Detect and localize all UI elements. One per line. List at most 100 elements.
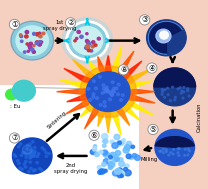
Circle shape <box>107 90 110 93</box>
Polygon shape <box>105 111 111 133</box>
Circle shape <box>33 146 36 149</box>
Text: ④: ④ <box>148 64 155 73</box>
Circle shape <box>39 41 41 43</box>
Polygon shape <box>128 94 155 103</box>
Circle shape <box>23 163 26 165</box>
Circle shape <box>125 170 131 176</box>
Circle shape <box>117 83 120 86</box>
Polygon shape <box>121 61 142 80</box>
Circle shape <box>94 87 97 90</box>
Polygon shape <box>111 46 122 74</box>
Circle shape <box>39 35 42 38</box>
Polygon shape <box>66 99 91 114</box>
Circle shape <box>101 92 104 94</box>
Circle shape <box>174 96 176 98</box>
Circle shape <box>177 148 179 149</box>
Circle shape <box>29 157 31 159</box>
Circle shape <box>18 162 20 164</box>
Circle shape <box>123 147 129 153</box>
Circle shape <box>101 150 104 153</box>
Circle shape <box>114 156 119 161</box>
Polygon shape <box>111 110 121 135</box>
Circle shape <box>187 88 189 90</box>
Circle shape <box>45 155 48 157</box>
Circle shape <box>115 151 121 156</box>
Circle shape <box>104 169 107 172</box>
Circle shape <box>121 94 124 96</box>
Circle shape <box>108 166 113 170</box>
Circle shape <box>165 151 167 153</box>
Circle shape <box>33 45 35 47</box>
Circle shape <box>42 32 45 35</box>
Circle shape <box>24 153 27 155</box>
Circle shape <box>97 37 100 40</box>
Circle shape <box>164 89 166 91</box>
Text: ③: ③ <box>141 15 148 24</box>
Circle shape <box>98 76 101 78</box>
Circle shape <box>131 145 135 148</box>
Circle shape <box>29 42 32 45</box>
Circle shape <box>96 97 99 99</box>
Circle shape <box>119 158 123 162</box>
Circle shape <box>85 45 88 48</box>
Circle shape <box>125 147 130 150</box>
Circle shape <box>21 168 23 170</box>
Circle shape <box>172 153 174 155</box>
Circle shape <box>36 161 38 164</box>
Circle shape <box>33 155 36 157</box>
Circle shape <box>110 152 116 158</box>
Circle shape <box>74 40 76 42</box>
Circle shape <box>115 87 118 90</box>
Circle shape <box>92 96 95 98</box>
Circle shape <box>125 164 129 168</box>
Circle shape <box>31 155 33 157</box>
Circle shape <box>87 49 90 52</box>
Circle shape <box>37 153 40 155</box>
Circle shape <box>113 87 115 90</box>
Circle shape <box>181 90 183 92</box>
Circle shape <box>172 86 174 88</box>
Circle shape <box>92 93 95 95</box>
Polygon shape <box>85 107 100 129</box>
Text: ⑧: ⑧ <box>120 65 127 74</box>
Circle shape <box>183 91 185 93</box>
Circle shape <box>93 145 97 148</box>
Circle shape <box>134 155 140 160</box>
Circle shape <box>86 33 88 35</box>
Circle shape <box>38 41 42 44</box>
Circle shape <box>28 45 30 47</box>
Circle shape <box>154 68 196 106</box>
Circle shape <box>173 148 175 150</box>
Circle shape <box>111 81 114 84</box>
Circle shape <box>113 158 117 162</box>
Bar <box>0 0 208 85</box>
Circle shape <box>23 51 26 53</box>
Circle shape <box>113 170 119 176</box>
Circle shape <box>104 89 107 92</box>
Circle shape <box>28 171 30 173</box>
Circle shape <box>30 167 32 170</box>
Circle shape <box>69 24 106 58</box>
Circle shape <box>105 88 108 91</box>
Circle shape <box>117 173 122 178</box>
Polygon shape <box>128 81 152 89</box>
Circle shape <box>163 96 166 98</box>
Circle shape <box>113 90 116 93</box>
Circle shape <box>108 162 115 167</box>
Polygon shape <box>57 89 87 95</box>
Circle shape <box>33 169 35 171</box>
Circle shape <box>38 167 41 170</box>
Circle shape <box>33 152 35 155</box>
Circle shape <box>184 148 186 150</box>
Circle shape <box>20 40 23 42</box>
Circle shape <box>26 148 28 150</box>
Circle shape <box>129 156 134 160</box>
Circle shape <box>124 145 130 150</box>
Circle shape <box>89 99 92 101</box>
Polygon shape <box>155 137 194 147</box>
Circle shape <box>119 161 125 167</box>
Circle shape <box>103 101 106 103</box>
Circle shape <box>19 167 21 169</box>
Circle shape <box>92 80 95 83</box>
Circle shape <box>27 50 30 52</box>
